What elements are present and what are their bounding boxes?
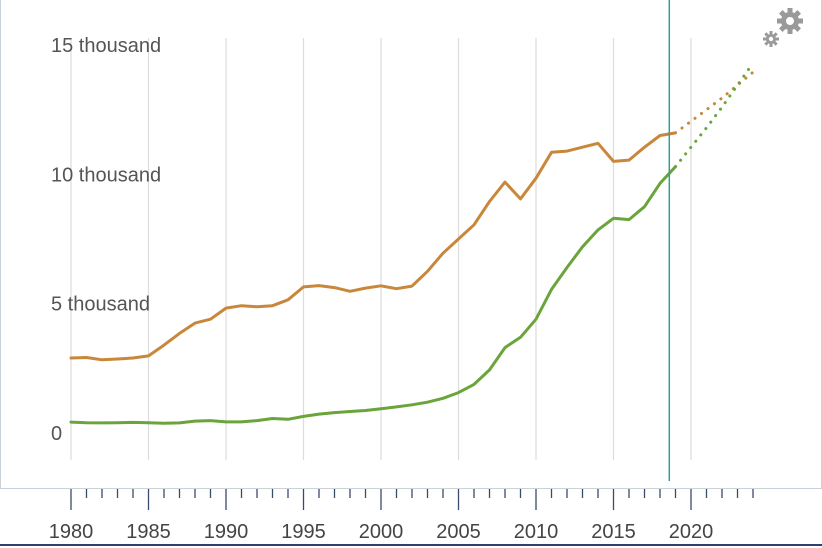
label-layer: 1980 1985 1990 1995 2000 2005 2010 2015 2020 0 5 t… [49,35,714,543]
x-tick-label: 2005 [436,521,481,543]
x-tick-label: 2020 [669,521,714,543]
series-layer [69,61,755,425]
series-green-projection [674,61,755,169]
small-gear-icon [763,31,779,47]
x-tick-label: 2000 [359,521,404,543]
x-tick-label: 1985 [126,521,171,543]
x-tick-label: 2015 [591,521,636,543]
y-tick-label: 15 thousand [51,35,161,57]
grid-layer [70,38,692,460]
series-green-line [69,165,677,425]
series-orange-projection [674,70,755,135]
y-tick-label: 0 [51,423,62,445]
y-tick-label: 10 thousand [51,164,161,186]
x-tick-label: 1990 [204,521,249,543]
x-tick-label: 1995 [281,521,326,543]
x-axis-band [0,488,822,548]
gear-icon[interactable] [777,8,803,34]
series-orange-line [69,131,677,362]
y-tick-label: 5 thousand [51,294,150,316]
x-tick-label: 1980 [49,521,94,543]
tick-layer [70,489,754,510]
x-tick-label: 2010 [514,521,559,543]
